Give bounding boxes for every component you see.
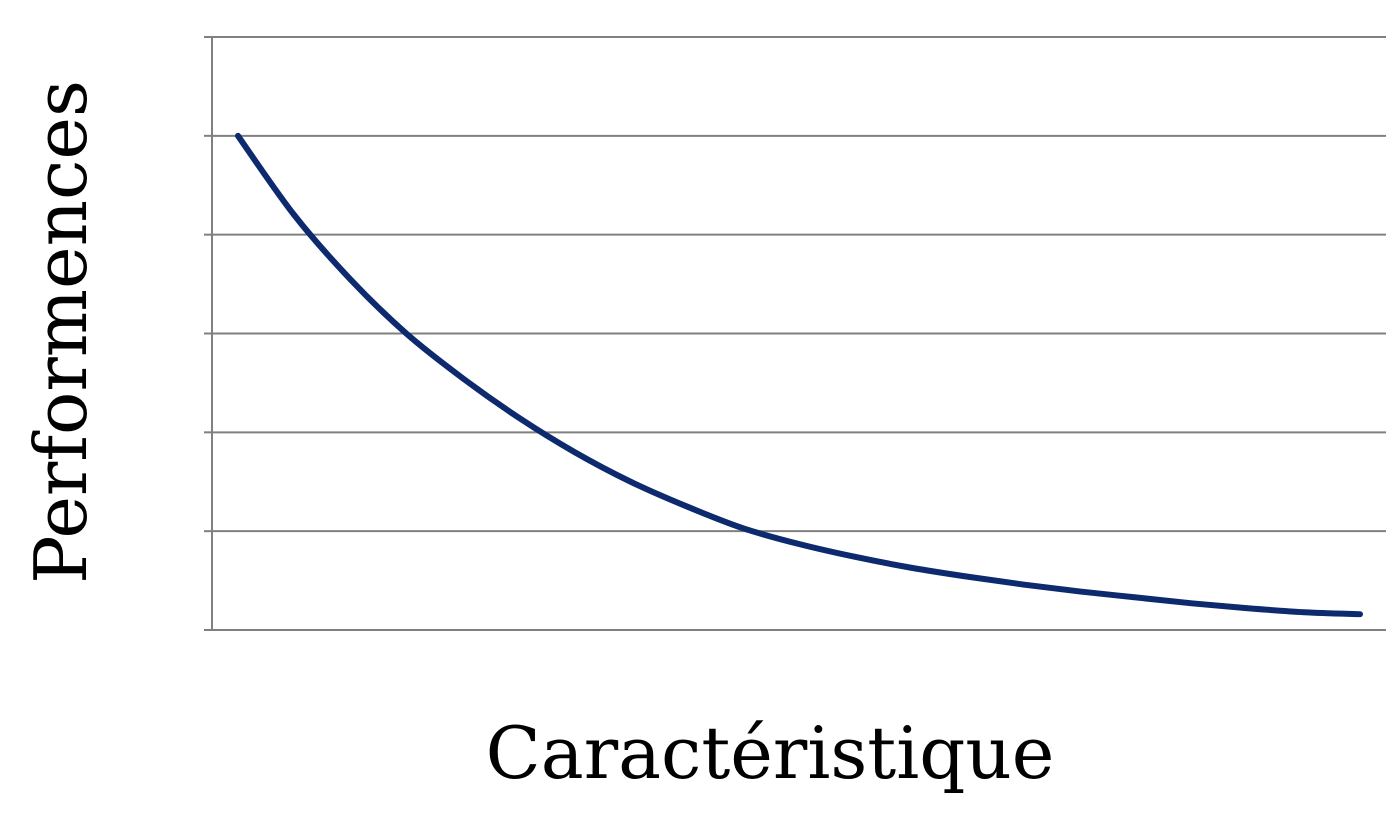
series-line-0: [235, 132, 1363, 618]
series-group: [235, 132, 1363, 618]
y-axis-label: Performences: [19, 80, 103, 584]
axes: [204, 36, 213, 631]
x-axis-label: Caractéristique: [486, 711, 1055, 795]
